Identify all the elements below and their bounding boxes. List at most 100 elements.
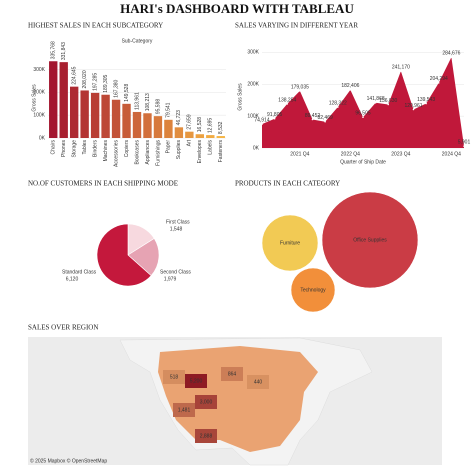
value-label: 120,961 (404, 103, 422, 109)
value-label: 79,541 (166, 102, 172, 118)
y-tick-label: 100K (33, 112, 45, 118)
bar (90, 92, 100, 138)
x-tick-label: Chairs (51, 140, 57, 155)
point (400, 70, 402, 72)
x-tick-label: Binders (92, 140, 98, 157)
value-label: 16,528 (197, 117, 203, 133)
pie-slice (127, 238, 160, 277)
value-label: 96,505 (355, 111, 371, 117)
y-tick-label: 300K (247, 50, 259, 56)
value-label: 224,645 (72, 66, 78, 84)
region-label: 2,888 (200, 433, 213, 439)
value-label: 331,843 (61, 42, 67, 60)
x-tick-label: Supplies (176, 140, 182, 160)
slice-value: 6,120 (66, 276, 79, 282)
panel-title: PRODUCTS IN EACH CATEGORY (235, 180, 340, 188)
point (273, 117, 276, 120)
area (262, 57, 464, 149)
region-label: 5,200 (190, 378, 203, 384)
value-label: 141,868 (367, 96, 385, 102)
x-tick-label: Furnishings (155, 140, 161, 166)
x-tick-label: Labels (208, 140, 214, 155)
region-label: 864 (228, 371, 237, 377)
bar (101, 94, 110, 138)
point (425, 102, 427, 105)
bar (132, 111, 142, 138)
bar (164, 119, 173, 138)
x-tick-label: Copiers (124, 140, 130, 158)
x-tick-label: Phones (61, 140, 67, 157)
bar (185, 131, 194, 138)
value-label: 136,630 (379, 98, 397, 104)
slice-label: Second Class (160, 269, 191, 275)
value-label: 241,170 (392, 64, 410, 70)
point (463, 145, 465, 147)
value-label: 179,035 (291, 84, 309, 90)
bar (153, 116, 163, 138)
panel-title: HIGHEST SALES IN EACH SUBCATEGORY (28, 22, 163, 30)
slice-value: 1,548 (170, 226, 183, 232)
region (221, 367, 243, 381)
panel-title: SALES VARYING IN DIFFERENT YEAR (235, 22, 358, 30)
value-label: 82,469 (317, 115, 333, 121)
point (374, 101, 377, 104)
point (336, 106, 339, 108)
bubble-label: Furniture (280, 240, 300, 246)
value-label: 139,543 (417, 97, 435, 103)
point (261, 123, 263, 125)
x-tick-label: Accessories (113, 140, 119, 167)
value-label: 204,294 (430, 76, 448, 82)
bubble-label: Technology (300, 287, 326, 293)
x-tick-label: Envelopes (197, 140, 203, 164)
value-label: 138,254 (278, 97, 296, 103)
point (450, 56, 453, 59)
value-label: 74,914 (254, 117, 270, 123)
region (185, 374, 207, 388)
value-label: 182,406 (341, 83, 359, 89)
point (311, 118, 314, 121)
value-label: 91,805 (267, 112, 283, 118)
x-tick-label: 2024 Q4 (442, 151, 461, 157)
region (163, 370, 185, 384)
value-label: 46,723 (176, 110, 182, 126)
bubble-label: Office Supplies (353, 237, 387, 243)
bubble (261, 214, 319, 272)
region-label: 3,000 (200, 399, 213, 405)
value-label: 208,020 (82, 70, 88, 88)
y-tick-label: 200K (247, 82, 259, 88)
x-tick-label: Fasteners (218, 140, 224, 163)
bar (206, 135, 215, 138)
x-tick-label: Tables (82, 140, 88, 155)
point (412, 108, 415, 111)
x-tick-label: Paper (166, 140, 172, 154)
value-label: 27,659 (187, 114, 193, 130)
bar (216, 136, 225, 138)
value-label: 167,380 (113, 79, 119, 97)
point (286, 103, 289, 105)
point (324, 120, 326, 123)
y-tick-label: 100K (247, 113, 259, 119)
x-tick-label: 2023 Q4 (391, 151, 410, 157)
subtitle: Sub-Category (122, 38, 153, 44)
value-label: 149,528 (124, 84, 130, 102)
y-tick-label: 200K (33, 90, 45, 96)
y-axis-label: Gross Sales (31, 84, 37, 112)
bar (174, 127, 184, 138)
bar (49, 61, 58, 138)
region-label: 518 (170, 374, 179, 380)
bar (80, 90, 89, 138)
bubble (290, 267, 336, 313)
bar (143, 113, 152, 138)
value-label: 128,322 (329, 100, 347, 106)
bar (69, 86, 79, 138)
region (195, 395, 217, 409)
value-label: 8,532 (218, 121, 224, 134)
value-label: 197,285 (92, 73, 98, 91)
value-label: 335,768 (51, 41, 57, 59)
x-tick-label: Art (187, 139, 193, 146)
bubble (321, 191, 419, 289)
region (247, 375, 269, 389)
bar (195, 134, 205, 138)
